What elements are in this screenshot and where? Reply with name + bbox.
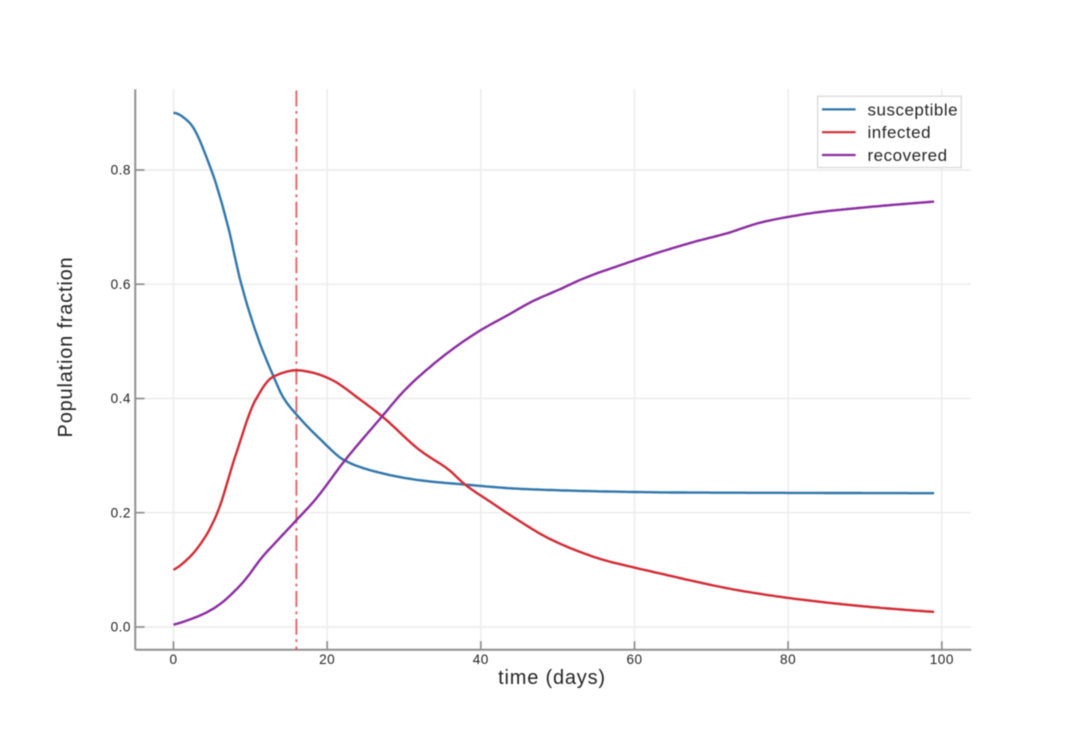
svg-text:40: 40 (473, 652, 489, 667)
svg-text:0.0: 0.0 (111, 620, 131, 635)
svg-text:0.8: 0.8 (111, 163, 131, 178)
svg-text:recovered: recovered (868, 146, 948, 165)
svg-text:susceptible: susceptible (868, 100, 959, 119)
svg-text:0: 0 (169, 652, 177, 667)
svg-text:20: 20 (319, 652, 335, 667)
svg-text:0.6: 0.6 (111, 277, 131, 292)
svg-text:100: 100 (930, 652, 954, 667)
svg-text:0.4: 0.4 (111, 391, 131, 406)
svg-text:0.2: 0.2 (111, 505, 131, 520)
svg-text:time (days): time (days) (498, 667, 606, 689)
svg-text:Population fraction: Population fraction (55, 257, 77, 438)
svg-text:60: 60 (626, 652, 642, 667)
svg-text:80: 80 (780, 652, 796, 667)
svg-text:infected: infected (868, 123, 932, 142)
